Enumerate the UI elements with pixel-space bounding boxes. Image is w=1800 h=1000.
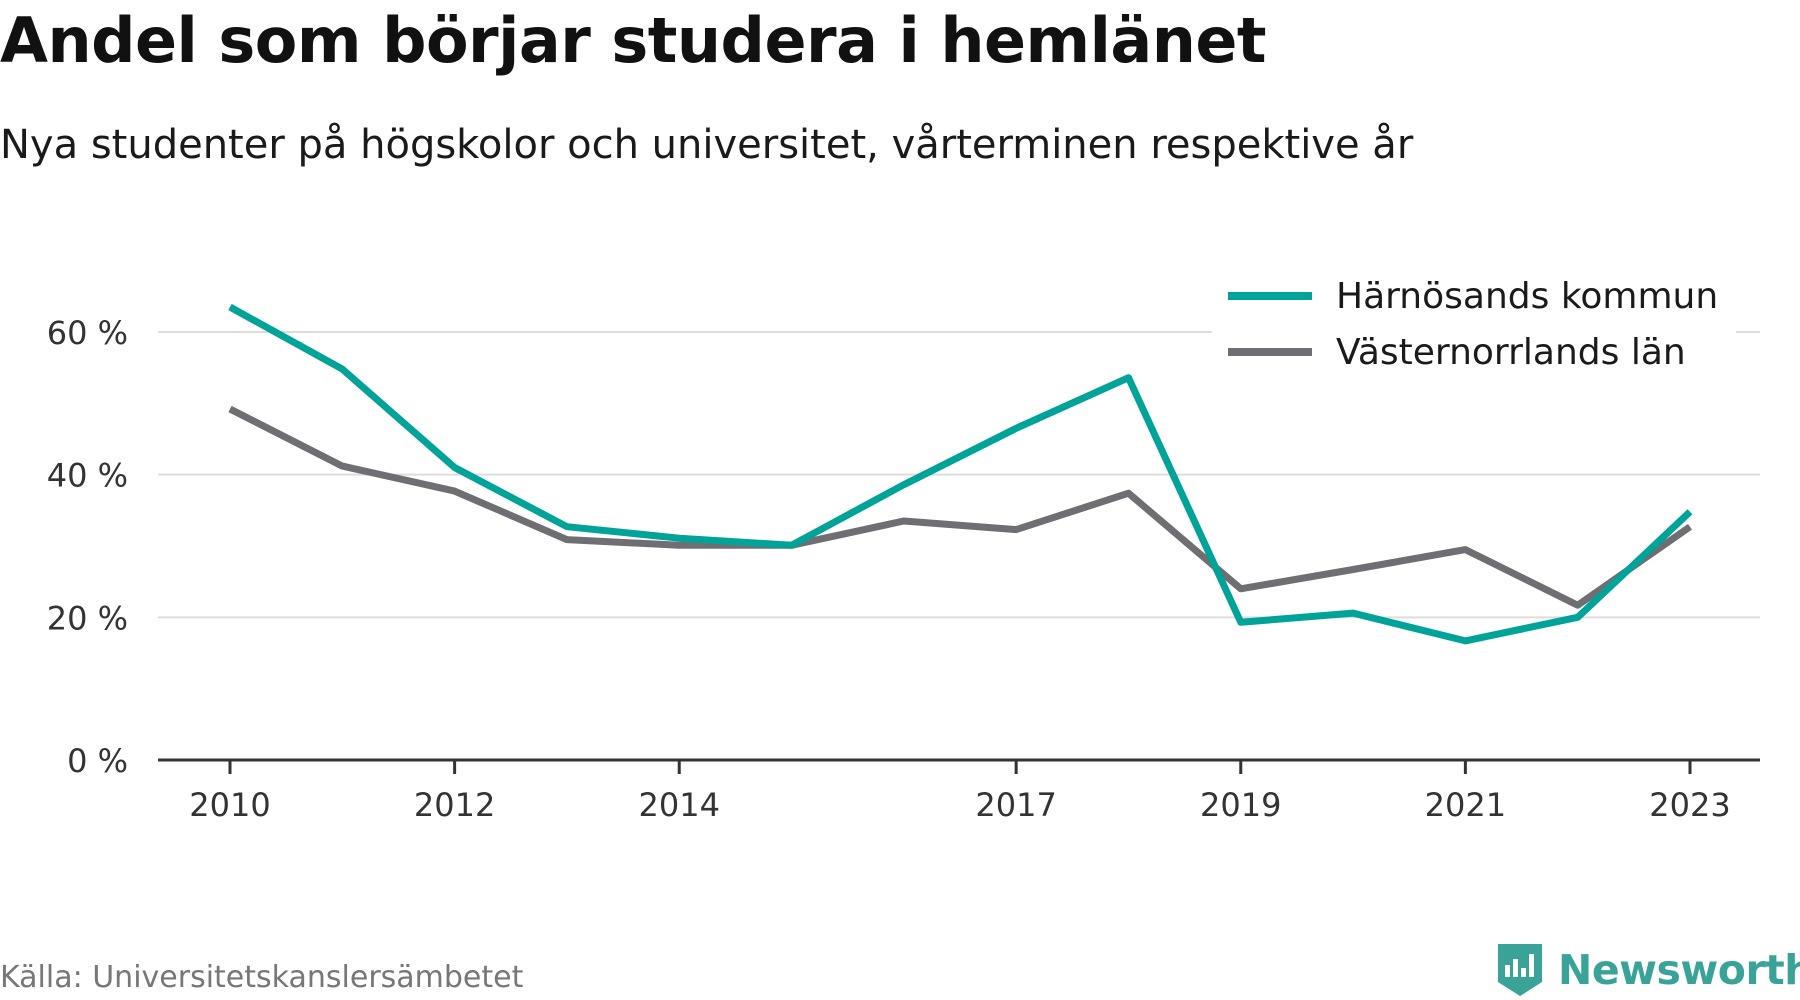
y-tick-label: 60 % xyxy=(47,314,128,352)
x-tick-label: 2010 xyxy=(189,786,270,824)
brand-logo: Newsworthy xyxy=(1494,940,1800,1000)
gridlines: 0 % 20 % 40 % 60 % xyxy=(47,314,1760,780)
x-tick-label: 2017 xyxy=(975,786,1056,824)
chart-title: Andel som börjar studera i hemlänet xyxy=(0,4,1267,77)
y-tick-label: 20 % xyxy=(47,599,128,637)
chart-subtitle: Nya studenter på högskolor och universit… xyxy=(0,122,1414,168)
series-lines xyxy=(228,303,1693,645)
newsworthy-logo-icon xyxy=(1498,944,1542,996)
x-axis: 2010 2012 2014 2017 2019 2021 2023 xyxy=(158,758,1760,824)
y-tick-label: 0 % xyxy=(67,742,128,780)
source-note: Källa: Universitetskanslersämbetet xyxy=(0,960,524,995)
x-tick-label: 2021 xyxy=(1425,786,1506,824)
series-line-harnosand xyxy=(228,303,1693,645)
legend-label: Västernorrlands län xyxy=(1336,332,1686,373)
series-line-vasternorrland xyxy=(228,405,1693,609)
x-tick-label: 2023 xyxy=(1649,786,1730,824)
x-tick-label: 2019 xyxy=(1200,786,1281,824)
legend-label: Härnösands kommun xyxy=(1336,276,1718,317)
legend: Härnösands kommun Västernorrlands län xyxy=(1212,268,1736,374)
x-tick-label: 2014 xyxy=(639,786,720,824)
brand-name: Newsworthy xyxy=(1558,946,1800,994)
y-tick-label: 40 % xyxy=(47,457,128,495)
legend-background xyxy=(1212,268,1736,374)
x-tick-label: 2012 xyxy=(414,786,495,824)
